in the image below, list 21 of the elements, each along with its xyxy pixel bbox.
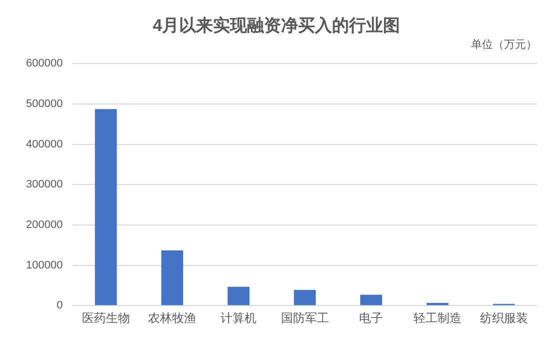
- y-tick-label: 0: [56, 300, 63, 312]
- x-tick-label: 电子: [359, 311, 384, 326]
- bar: [360, 294, 382, 306]
- bar: [94, 109, 117, 306]
- x-tick-label: 纺织服装: [480, 311, 528, 326]
- x-tick-label: 轻工制造: [414, 311, 462, 326]
- chart-title: 4月以来实现融资净买入的行业图: [152, 16, 400, 35]
- y-tick-label: 600000: [26, 58, 63, 70]
- bar: [294, 290, 316, 306]
- y-tick-label: 400000: [26, 138, 63, 150]
- chart-subtitle: 单位（万元）: [471, 38, 537, 52]
- x-tick-label: 医药生物: [82, 311, 130, 326]
- y-tick-label: 500000: [26, 98, 63, 110]
- x-tick-label: 国防军工: [280, 311, 329, 326]
- y-tick-label: 100000: [26, 259, 63, 272]
- y-tick-label: 300000: [26, 178, 63, 191]
- bar: [228, 286, 250, 306]
- x-tick-label: 计算机: [220, 311, 257, 326]
- bar: [161, 250, 184, 306]
- x-tick-label: 农林牧渔: [148, 311, 196, 326]
- y-tick-label: 200000: [26, 218, 63, 231]
